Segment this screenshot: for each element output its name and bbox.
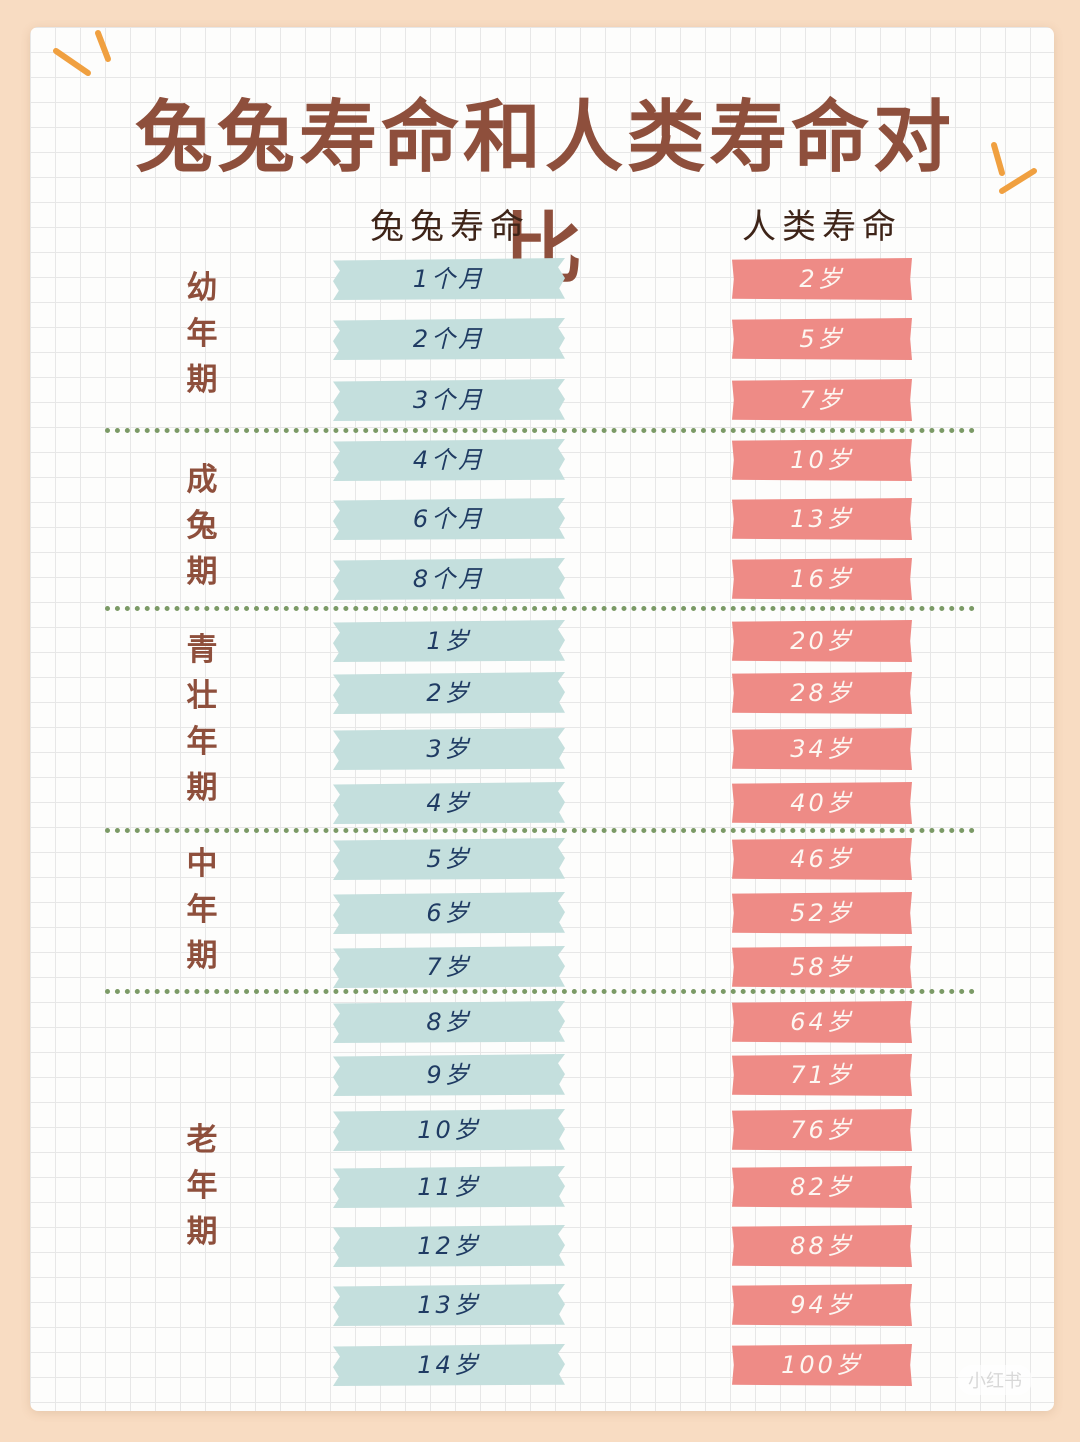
human-age-tape: 40岁	[732, 782, 912, 824]
rabbit-age-tape: 13岁	[333, 1284, 565, 1326]
stage-divider	[105, 428, 975, 433]
human-age-tape: 64岁	[732, 1001, 912, 1043]
rabbit-age-tape: 2个月	[333, 318, 565, 360]
human-age-tape: 5岁	[732, 318, 912, 360]
rabbit-age-tape: 5岁	[333, 838, 565, 880]
rabbit-age-tape: 10岁	[333, 1109, 565, 1151]
rabbit-age-tape: 8个月	[333, 558, 565, 600]
rabbit-age-tape: 8岁	[333, 1001, 565, 1043]
stage-divider	[105, 828, 975, 833]
human-age-tape: 34岁	[732, 728, 912, 770]
comparison-card: 兔兔寿命和人类寿命对比 兔兔寿命 人类寿命 幼年期 成兔期 青壮年期 中年期 老…	[30, 27, 1054, 1411]
rabbit-age-tape: 14岁	[333, 1344, 565, 1386]
human-age-tape: 76岁	[732, 1109, 912, 1151]
stage-label-middle-age: 中年期	[186, 846, 218, 974]
rabbit-age-tape: 4岁	[333, 782, 565, 824]
watermark-id: 小红书号: 1691493509	[782, 1408, 1046, 1411]
rabbit-age-tape: 12岁	[333, 1225, 565, 1267]
rabbit-age-tape: 7岁	[333, 946, 565, 988]
human-age-tape: 7岁	[732, 379, 912, 421]
human-column-header: 人类寿命	[742, 207, 902, 247]
rabbit-age-tape: 6岁	[333, 892, 565, 934]
rabbit-column-header: 兔兔寿命	[370, 207, 530, 247]
stage-label-adult: 成兔期	[186, 462, 218, 590]
stage-label-juvenile: 幼年期	[186, 270, 218, 398]
human-age-tape: 100岁	[732, 1344, 912, 1386]
human-age-tape: 16岁	[732, 558, 912, 600]
stage-divider	[105, 989, 975, 994]
sparkle-left-icon	[53, 30, 111, 76]
human-age-tape: 13岁	[732, 498, 912, 540]
stage-label-senior: 老年期	[186, 1122, 218, 1250]
human-age-tape: 28岁	[732, 672, 912, 714]
human-age-tape: 94岁	[732, 1284, 912, 1326]
human-age-tape: 71岁	[732, 1054, 912, 1096]
rabbit-age-tape: 1个月	[333, 258, 565, 300]
page-title: 兔兔寿命和人类寿命对比	[134, 93, 955, 295]
human-age-tape: 82岁	[732, 1166, 912, 1208]
stage-label-prime: 青壮年期	[186, 632, 218, 806]
rabbit-age-tape: 2岁	[333, 672, 565, 714]
human-age-tape: 88岁	[732, 1225, 912, 1267]
human-age-tape: 10岁	[732, 439, 912, 481]
human-age-tape: 58岁	[732, 946, 912, 988]
human-age-tape: 52岁	[732, 892, 912, 934]
rabbit-age-tape: 9岁	[333, 1054, 565, 1096]
watermark-badge: 小红书	[958, 1365, 1032, 1395]
rabbit-age-tape: 6个月	[333, 498, 565, 540]
human-age-tape: 2岁	[732, 258, 912, 300]
human-age-tape: 20岁	[732, 620, 912, 662]
stage-divider	[105, 606, 975, 611]
rabbit-age-tape: 3岁	[333, 728, 565, 770]
rabbit-age-tape: 4个月	[333, 439, 565, 481]
human-age-tape: 46岁	[732, 838, 912, 880]
rabbit-age-tape: 1岁	[333, 620, 565, 662]
rabbit-age-tape: 3个月	[333, 379, 565, 421]
rabbit-age-tape: 11岁	[333, 1166, 565, 1208]
sparkle-right-icon	[991, 142, 1037, 194]
